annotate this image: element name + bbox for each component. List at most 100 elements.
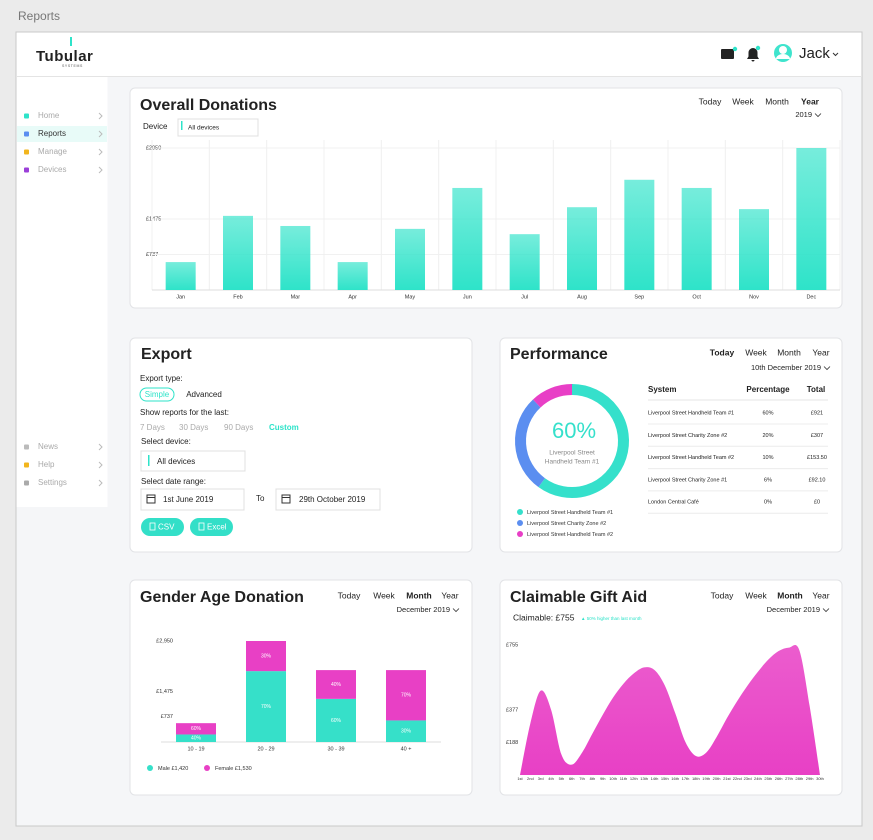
bar (452, 187, 483, 290)
bar-segment (386, 670, 426, 721)
x-tick-label: Nov (749, 294, 759, 300)
x-tick-label: 18th (692, 776, 700, 781)
nav-item[interactable]: News (38, 442, 58, 451)
x-tick-label: 16th (671, 776, 679, 781)
type-option[interactable]: Simple (145, 390, 170, 399)
date-from[interactable] (140, 488, 245, 511)
label: Select device: (141, 437, 191, 446)
legend-swatch (517, 531, 523, 537)
user-name[interactable]: Jack (799, 45, 830, 62)
x-tick-label: 27th (785, 776, 793, 781)
period-tab[interactable]: Week (732, 96, 754, 106)
bar-segment (176, 723, 216, 735)
x-tick-label: Dec (806, 294, 816, 300)
period-tab[interactable]: Month (765, 96, 789, 106)
bar-segment (246, 671, 286, 742)
period-detail[interactable]: December 2019 (397, 605, 450, 614)
period-tab[interactable]: Month (777, 590, 803, 600)
brand[interactable]: Tubular (36, 48, 93, 65)
period-detail[interactable]: December 2019 (767, 605, 820, 614)
nav-item[interactable]: Help (38, 460, 55, 469)
y-tick-label: £2,950 (156, 638, 173, 644)
table-cell: 10% (762, 455, 773, 461)
period-detail[interactable]: 2019 (795, 110, 812, 119)
brand-mark (70, 37, 72, 46)
nav-item[interactable]: Settings (38, 478, 67, 487)
center-value: 60% (552, 418, 596, 443)
period-tab[interactable]: Week (745, 347, 767, 357)
table-cell: 60% (762, 410, 773, 416)
range-option[interactable]: 90 Days (224, 423, 253, 432)
bar (624, 179, 655, 290)
x-tick-label: Oct (692, 294, 701, 300)
x-tick-label: 6th (569, 776, 575, 781)
x-tick-label: 23rd (744, 776, 752, 781)
subtitle: Claimable: £755 (513, 612, 575, 622)
period-tab[interactable]: Today (338, 590, 361, 600)
x-tick-label: 17th (682, 776, 690, 781)
x-tick-label: Jun (463, 294, 472, 300)
period-tab[interactable]: Year (812, 590, 829, 600)
range-option[interactable]: Custom (269, 423, 299, 432)
table-cell: £921 (811, 410, 823, 416)
period-tab[interactable]: Today (711, 590, 734, 600)
x-tick-label: 21st (723, 776, 731, 781)
x-tick-label: Aug (577, 294, 587, 300)
x-tick-label: 20th (713, 776, 721, 781)
chevron (98, 148, 103, 156)
period-tab[interactable]: Year (441, 590, 458, 600)
date-to[interactable] (275, 488, 381, 511)
chevron (98, 166, 103, 174)
nav-icon (24, 131, 29, 137)
type-pill (139, 387, 175, 402)
x-tick-label: 7th (579, 776, 585, 781)
device-select[interactable] (140, 450, 246, 472)
x-tick-label: 28th (795, 776, 803, 781)
window-title: Reports (18, 9, 60, 23)
legend-swatch (517, 520, 523, 526)
x-tick-label: Sep (634, 294, 644, 300)
period-tab[interactable]: Month (777, 347, 801, 357)
bar-segment (316, 698, 356, 742)
nav-item[interactable]: Home (38, 111, 60, 120)
period-detail[interactable]: 10th December 2019 (751, 363, 821, 372)
period-tab[interactable]: Week (373, 590, 395, 600)
period-tab[interactable]: Today (710, 347, 735, 357)
range-option[interactable]: 30 Days (179, 423, 208, 432)
type-option[interactable]: Advanced (186, 390, 222, 399)
panel-title: Claimable Gift Aid (510, 589, 647, 606)
segment-label: 60% (331, 718, 342, 724)
label: Show reports for the last: (140, 408, 229, 417)
x-tick-label: 30 - 39 (327, 746, 344, 752)
period-tab[interactable]: Year (801, 96, 820, 106)
period-tab[interactable]: Today (699, 96, 722, 106)
active-item-bg (17, 126, 107, 142)
bar (280, 225, 311, 290)
table-cell: £153.50 (807, 455, 827, 461)
bar (739, 209, 769, 290)
nav-item[interactable]: Manage (38, 147, 67, 156)
legend-swatch (147, 765, 153, 771)
table-header: System (648, 385, 676, 394)
legend-label: Liverpool Street Handheld Team #1 (527, 510, 613, 516)
range-option[interactable]: 7 Days (140, 423, 165, 432)
y-tick-label: £737 (161, 714, 173, 720)
table-cell: £0 (814, 500, 820, 506)
export-button[interactable] (190, 518, 233, 536)
nav-item[interactable]: Devices (38, 165, 66, 174)
legend-label: Male £1,420 (158, 766, 188, 772)
period-tab[interactable]: Month (406, 590, 432, 600)
bell-icon[interactable] (747, 48, 759, 62)
panel-title: Gender Age Donation (140, 589, 304, 606)
y-tick-label: £377 (506, 708, 518, 714)
x-tick-label: Apr (348, 294, 357, 300)
period-tab[interactable]: Year (812, 347, 829, 357)
bar (337, 262, 368, 290)
segment-label: 30% (261, 653, 272, 659)
nav-item[interactable]: Reports (38, 129, 66, 138)
period-tab[interactable]: Week (745, 590, 767, 600)
mail-icon[interactable] (721, 49, 734, 59)
export-button[interactable] (141, 518, 184, 536)
segment-label: 40% (191, 736, 202, 742)
device-select[interactable] (177, 118, 259, 137)
